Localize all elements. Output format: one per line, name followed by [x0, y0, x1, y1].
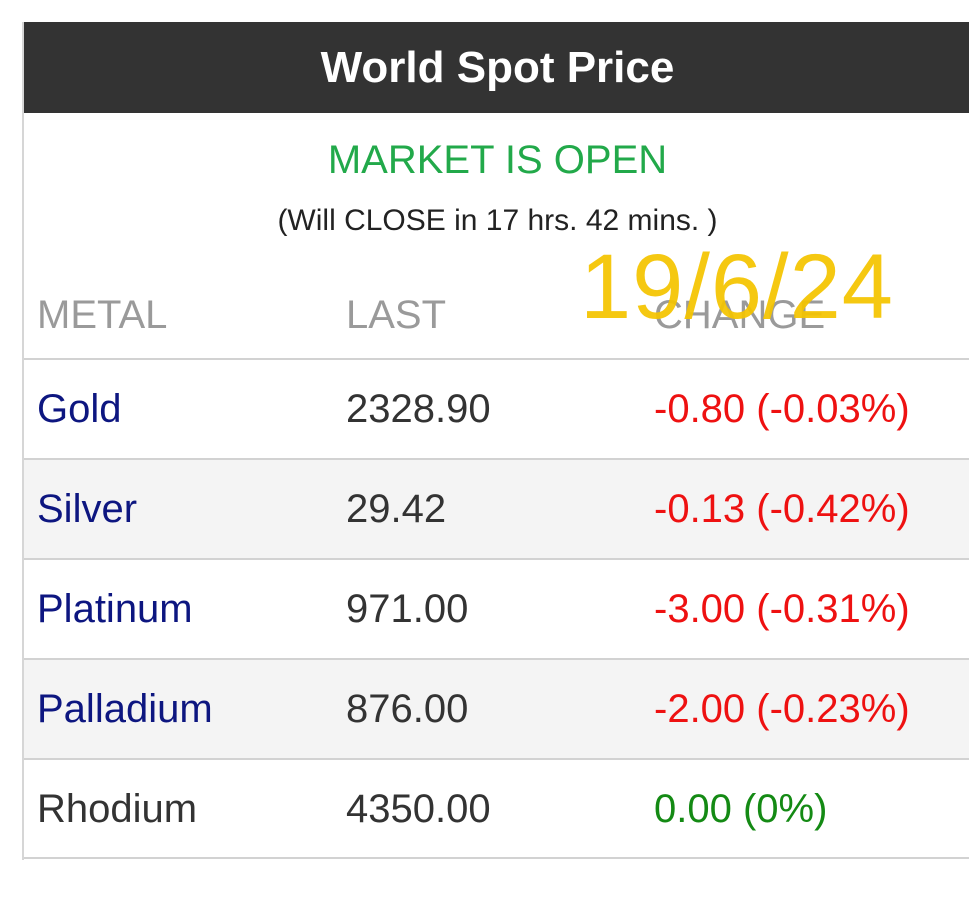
- table-row: Silver 29.42 -0.13 (-0.42%): [24, 458, 969, 558]
- last-price: 29.42: [346, 486, 447, 531]
- price-change: -2.00 (-0.23%): [654, 686, 910, 731]
- market-countdown: (Will CLOSE in 17 hrs. 42 mins. ): [277, 204, 718, 237]
- price-change: -0.13 (-0.42%): [654, 486, 910, 531]
- price-change: 0.00 (0%): [654, 786, 828, 831]
- metal-link-palladium[interactable]: Palladium: [37, 686, 213, 731]
- last-price: 971.00: [346, 586, 469, 631]
- column-header-change: CHANGE: [654, 293, 826, 337]
- price-change: -0.80 (-0.03%): [654, 386, 910, 431]
- table-row: Gold 2328.90 -0.80 (-0.03%): [24, 358, 969, 458]
- price-change: -3.00 (-0.31%): [654, 586, 910, 631]
- table-row: Platinum 971.00 -3.00 (-0.31%): [24, 558, 969, 658]
- metal-link-gold[interactable]: Gold: [37, 386, 122, 431]
- metal-name-rhodium: Rhodium: [37, 786, 198, 831]
- date-stamp-overlay: 19/6/24: [580, 236, 894, 338]
- market-status: MARKET IS OPEN: [327, 138, 668, 182]
- widget-title: World Spot Price: [24, 22, 969, 113]
- last-price: 876.00: [346, 686, 469, 731]
- spot-price-widget: World Spot Price MARKET IS OPEN (Will CL…: [22, 22, 969, 860]
- column-header-metal: METAL: [37, 293, 168, 337]
- table-row: Rhodium 4350.00 0.00 (0%): [24, 758, 969, 859]
- table-row: Palladium 876.00 -2.00 (-0.23%): [24, 658, 969, 758]
- last-price: 2328.90: [346, 386, 491, 431]
- metal-link-silver[interactable]: Silver: [37, 486, 138, 531]
- column-header-last: LAST: [346, 293, 447, 337]
- last-price: 4350.00: [346, 786, 491, 831]
- metal-link-platinum[interactable]: Platinum: [37, 586, 193, 631]
